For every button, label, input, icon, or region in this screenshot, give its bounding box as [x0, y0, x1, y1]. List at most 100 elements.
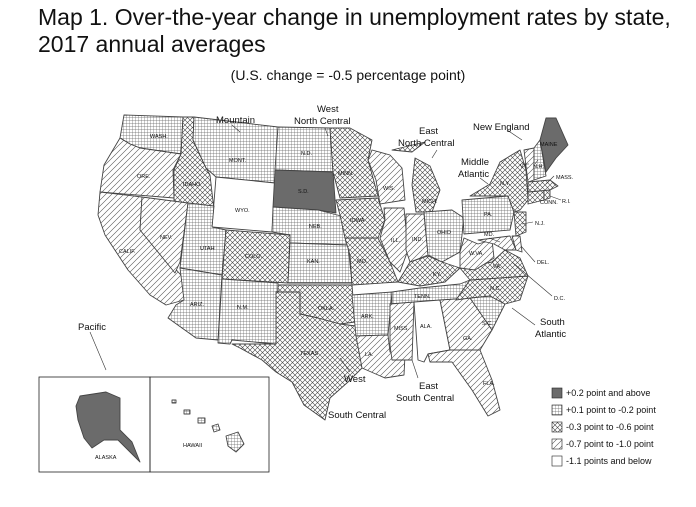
state-maine [539, 117, 569, 173]
state-new-hampshire [533, 139, 547, 181]
label-colo: COLO. [245, 254, 263, 260]
label-nm: N.M. [237, 305, 249, 311]
label-md: MD. [484, 232, 495, 238]
state-mississippi [389, 301, 415, 361]
region-east-south-central-line-2: South Central [396, 393, 454, 404]
legend-label: -0.7 point to -1.0 point [566, 439, 654, 449]
state-louisiana [355, 334, 406, 379]
state-oregon [99, 137, 182, 199]
region-middle-atlantic-line-1: Middle [461, 157, 489, 168]
label-tenn: TENN. [414, 294, 431, 300]
state-kentucky [397, 255, 461, 287]
state-west-virginia [459, 237, 495, 271]
label-kan: KAN. [307, 259, 320, 265]
state-minnesota [329, 127, 379, 199]
region-south-atlantic-line-2: Atlantic [535, 329, 566, 340]
label-ky: KY. [433, 272, 442, 278]
state-florida [427, 349, 501, 417]
label-sd: S.D. [298, 189, 309, 195]
label-ariz: ARIZ. [190, 302, 205, 308]
title-line-2: 2017 annual averages [38, 31, 266, 57]
label-conn: CONN. [540, 200, 558, 206]
region-east-south-central-line-1: East [419, 381, 438, 392]
label-fla: FLA. [483, 381, 495, 387]
label-idaho: IDAHO [183, 182, 201, 188]
region-pacific: Pacific [78, 322, 106, 333]
label-nj: N.J. [535, 221, 545, 227]
label-wash: WASH. [150, 134, 168, 140]
label-utah: UTAH [200, 246, 215, 252]
state-new-jersey [513, 211, 527, 237]
region-west-south-central-line-1: West [344, 374, 366, 385]
state-kansas [287, 242, 353, 284]
label-del: DEL. [537, 260, 550, 266]
legend-label: +0.1 point to -0.2 point [566, 405, 656, 415]
state-wisconsin [367, 149, 406, 205]
state-texas [231, 291, 363, 421]
label-pa: PA. [484, 212, 493, 218]
label-nd: N.D. [301, 151, 312, 157]
label-vt: VT. [520, 164, 528, 170]
label-alaska: ALASKA [95, 455, 117, 461]
state-alaska [75, 391, 141, 463]
label-ind: IND. [412, 237, 423, 243]
region-west-north-central-line-1: West [317, 104, 339, 115]
state-south-dakota [272, 169, 337, 214]
label-ore: ORE. [137, 174, 151, 180]
label-iowa: IOWA [350, 218, 365, 224]
label-minn: MINN. [338, 171, 354, 177]
region-middle-atlantic-line-2: Atlantic [458, 169, 489, 180]
state-rhode-island [543, 189, 551, 201]
label-ark: ARK. [361, 314, 374, 320]
label-ny: N.Y. [500, 181, 510, 187]
label-nh: N.H. [533, 164, 544, 170]
label-la: LA. [365, 352, 374, 358]
legend-swatch-white [551, 455, 563, 467]
state-indiana [405, 213, 429, 263]
legend-label: +0.2 point and above [566, 388, 650, 398]
label-ohio: OHIO [437, 230, 452, 236]
legend: +0.2 point and above +0.1 point to -0.2 … [551, 387, 656, 467]
label-nc: N.C. [490, 286, 501, 292]
label-calif: CALIF. [119, 249, 136, 255]
region-west-north-central-line-2: North Central [294, 116, 351, 127]
state-maryland [477, 235, 517, 251]
label-ri: R.I. [562, 199, 571, 205]
region-south-atlantic-line-1: South [540, 317, 565, 328]
state-illinois [379, 207, 409, 273]
label-ala: ALA. [420, 324, 432, 330]
state-ohio [423, 209, 465, 263]
map-subtitle: (U.S. change = -0.5 percentage point) [230, 67, 466, 83]
label-okla: OKLA. [318, 306, 335, 312]
hawaii-inset-frame [149, 376, 270, 473]
state-nevada [139, 196, 189, 274]
state-massachusetts [527, 179, 559, 193]
state-wyoming [211, 176, 276, 233]
label-texas: TEXAS [300, 351, 318, 357]
state-new-york [469, 149, 529, 213]
label-hawaii: HAWAII [183, 443, 203, 449]
state-pennsylvania [461, 195, 515, 235]
legend-label: -0.3 point to -0.6 point [566, 422, 654, 432]
label-wyo: WYO. [235, 208, 250, 214]
legend-swatch-diagonal [551, 438, 563, 450]
state-virginia [459, 249, 529, 281]
label-maine: MAINE [540, 142, 558, 148]
state-new-mexico [217, 278, 279, 345]
map-title: Map 1. Over-the-year change in unemploym… [38, 4, 688, 58]
region-new-england: New England [473, 122, 530, 133]
label-ill: ILL. [391, 238, 401, 244]
label-mo: MO. [357, 259, 368, 265]
label-ga: GA. [463, 336, 473, 342]
legend-swatch-grid [551, 404, 563, 416]
label-mont: MONT. [229, 158, 247, 164]
state-north-dakota [274, 126, 334, 173]
state-delaware [511, 235, 523, 253]
region-west-south-central-line-2: South Central [328, 410, 386, 421]
label-dc: D.C. [554, 296, 565, 302]
legend-swatch-solid-dark [551, 387, 563, 399]
label-wis: WIS. [383, 186, 395, 192]
label-neb: NEB. [309, 224, 322, 230]
region-mountain: Mountain [216, 115, 255, 126]
